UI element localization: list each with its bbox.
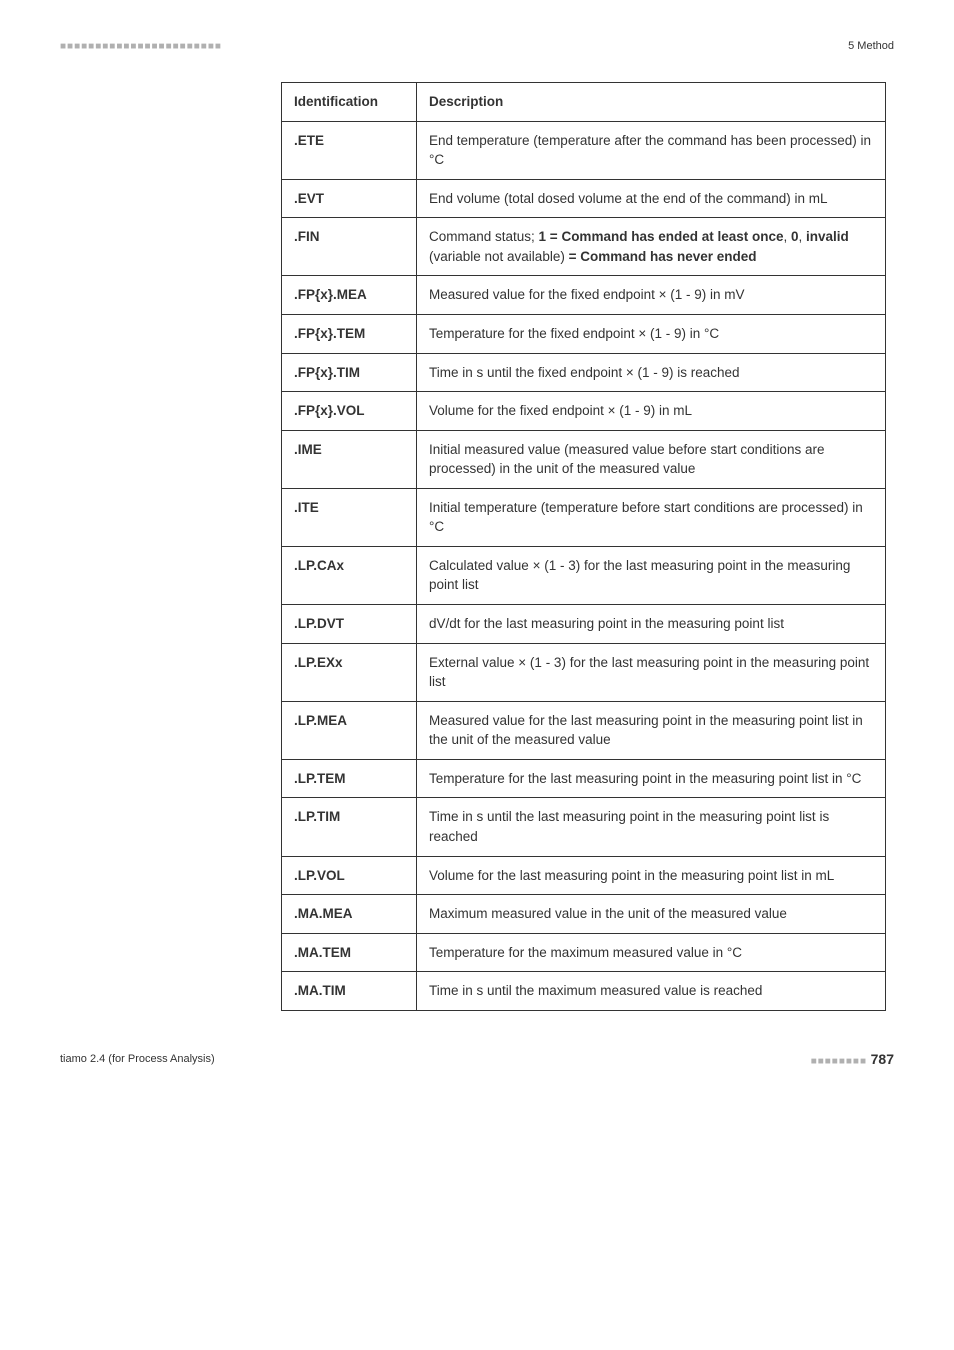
table-row: .LP.MEA Measured value for the last meas…: [282, 701, 886, 759]
table-row: .IME Initial measured value (measured va…: [282, 430, 886, 488]
table-body: .ETE End temperature (temperature after …: [282, 121, 886, 1010]
row-id: .LP.EXx: [282, 643, 417, 701]
row-id: .MA.TEM: [282, 933, 417, 972]
row-desc: Measured value for the last measuring po…: [417, 701, 886, 759]
table-row: .ETE End temperature (temperature after …: [282, 121, 886, 179]
header-section-label: 5 Method: [848, 40, 894, 52]
desc-bold: 1 = Command has ended at least once: [539, 229, 784, 244]
row-desc: Maximum measured value in the unit of th…: [417, 895, 886, 934]
header-identification: Identification: [282, 83, 417, 122]
row-id: .ITE: [282, 488, 417, 546]
table-row: .LP.CAx Calculated value × (1 - 3) for t…: [282, 546, 886, 604]
footer-page-number: 787: [871, 1051, 894, 1067]
table-row: .LP.TIM Time in s until the last measuri…: [282, 798, 886, 856]
table-row: .FP{x}.TEM Temperature for the fixed end…: [282, 314, 886, 353]
row-id: .MA.TIM: [282, 972, 417, 1011]
desc-text: (variable not available): [429, 249, 569, 264]
header-description: Description: [417, 83, 886, 122]
header-decorative-bars: ■■■■■■■■■■■■■■■■■■■■■■■: [60, 41, 222, 52]
row-id: .LP.DVT: [282, 605, 417, 644]
row-id: .FP{x}.TEM: [282, 314, 417, 353]
table-row: .ITE Initial temperature (temperature be…: [282, 488, 886, 546]
row-desc: Temperature for the maximum measured val…: [417, 933, 886, 972]
table-row: .MA.TEM Temperature for the maximum meas…: [282, 933, 886, 972]
row-id: .LP.VOL: [282, 856, 417, 895]
footer-decorative-bars: ■■■■■■■■: [811, 1056, 867, 1067]
table-row: .FP{x}.VOL Volume for the fixed endpoint…: [282, 392, 886, 431]
desc-text: ,: [784, 229, 792, 244]
row-desc: Measured value for the fixed endpoint × …: [417, 276, 886, 315]
row-id: .FP{x}.MEA: [282, 276, 417, 315]
table-row: .MA.TIM Time in s until the maximum meas…: [282, 972, 886, 1011]
table-row: .FP{x}.MEA Measured value for the fixed …: [282, 276, 886, 315]
row-desc: Volume for the last measuring point in t…: [417, 856, 886, 895]
identification-table: Identification Description .ETE End temp…: [281, 82, 886, 1011]
row-desc: Initial temperature (temperature before …: [417, 488, 886, 546]
row-desc: Initial measured value (measured value b…: [417, 430, 886, 488]
desc-text: ,: [799, 229, 807, 244]
table-row: .EVT End volume (total dosed volume at t…: [282, 179, 886, 218]
row-id: .LP.CAx: [282, 546, 417, 604]
row-desc: External value × (1 - 3) for the last me…: [417, 643, 886, 701]
desc-bold: = Command has never ended: [569, 249, 757, 264]
row-id: .IME: [282, 430, 417, 488]
desc-bold: invalid: [806, 229, 849, 244]
footer-page-info: ■■■■■■■■ 787: [811, 1051, 894, 1067]
desc-text: Command status;: [429, 229, 539, 244]
row-id: .FIN: [282, 218, 417, 276]
table-row: .MA.MEA Maximum measured value in the un…: [282, 895, 886, 934]
row-id: .FP{x}.VOL: [282, 392, 417, 431]
row-desc: Time in s until the maximum measured val…: [417, 972, 886, 1011]
table-row: .LP.TEM Temperature for the last measuri…: [282, 759, 886, 798]
row-id: .MA.MEA: [282, 895, 417, 934]
row-id: .LP.TEM: [282, 759, 417, 798]
table-row: .FIN Command status; 1 = Command has end…: [282, 218, 886, 276]
table-row: .LP.EXx External value × (1 - 3) for the…: [282, 643, 886, 701]
table-row: .FP{x}.TIM Time in s until the fixed end…: [282, 353, 886, 392]
page-footer: tiamo 2.4 (for Process Analysis) ■■■■■■■…: [60, 1051, 894, 1067]
page-header: ■■■■■■■■■■■■■■■■■■■■■■■ 5 Method: [60, 40, 894, 52]
row-desc: End temperature (temperature after the c…: [417, 121, 886, 179]
row-desc: End volume (total dosed volume at the en…: [417, 179, 886, 218]
table-row: .LP.VOL Volume for the last measuring po…: [282, 856, 886, 895]
row-desc: Time in s until the fixed endpoint × (1 …: [417, 353, 886, 392]
footer-product-label: tiamo 2.4 (for Process Analysis): [60, 1053, 215, 1065]
table-header-row: Identification Description: [282, 83, 886, 122]
row-desc: dV/dt for the last measuring point in th…: [417, 605, 886, 644]
row-desc: Temperature for the last measuring point…: [417, 759, 886, 798]
row-id: .LP.MEA: [282, 701, 417, 759]
row-desc: Calculated value × (1 - 3) for the last …: [417, 546, 886, 604]
row-desc: Time in s until the last measuring point…: [417, 798, 886, 856]
row-id: .ETE: [282, 121, 417, 179]
row-desc: Volume for the fixed endpoint × (1 - 9) …: [417, 392, 886, 431]
table-row: .LP.DVT dV/dt for the last measuring poi…: [282, 605, 886, 644]
row-desc: Command status; 1 = Command has ended at…: [417, 218, 886, 276]
row-id: .LP.TIM: [282, 798, 417, 856]
row-id: .FP{x}.TIM: [282, 353, 417, 392]
row-desc: Temperature for the fixed endpoint × (1 …: [417, 314, 886, 353]
desc-bold: 0: [791, 229, 799, 244]
row-id: .EVT: [282, 179, 417, 218]
